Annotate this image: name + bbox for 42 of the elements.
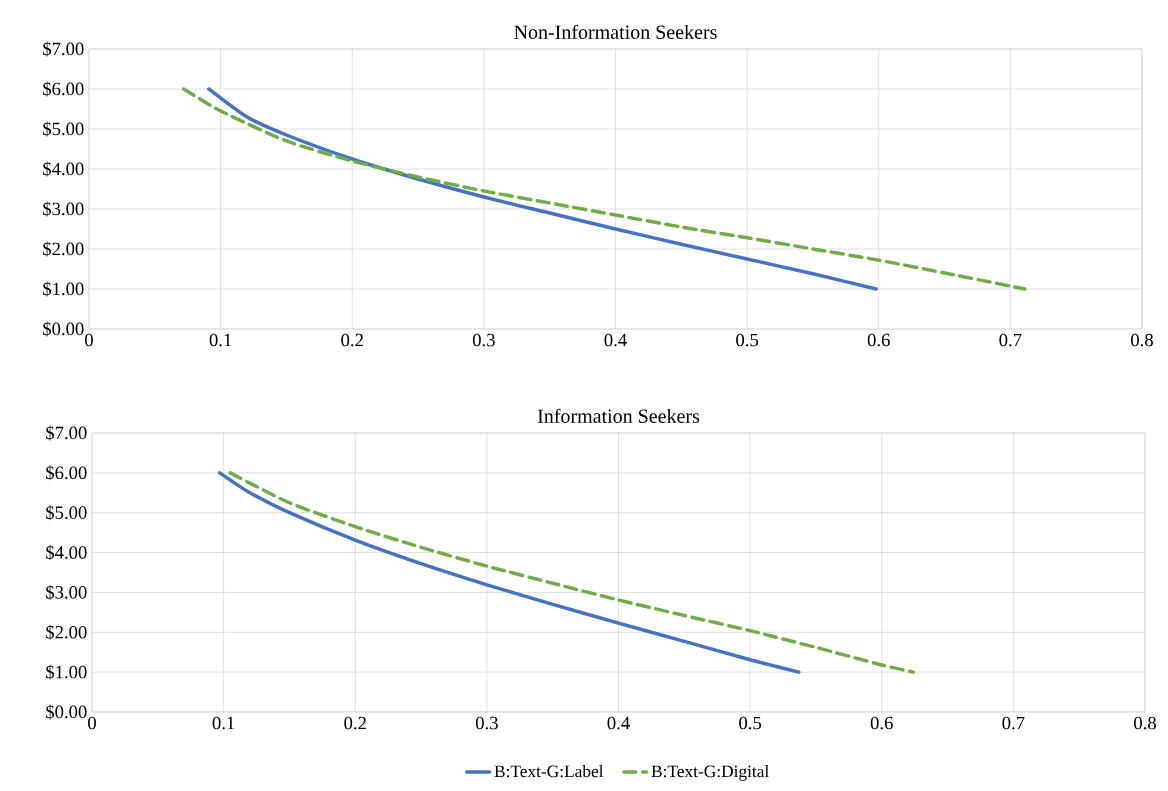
x-tick-label: 0 <box>88 716 96 730</box>
y-tick-label: $7.00 <box>46 425 87 441</box>
x-tick-label: 0 <box>85 333 93 347</box>
line-series <box>217 471 801 674</box>
y-tick-label: $0.00 <box>46 704 87 720</box>
x-tick-label: 0.3 <box>475 716 498 730</box>
line-series <box>207 87 878 291</box>
line-series <box>228 471 916 674</box>
x-tick-label: 0.4 <box>607 716 630 730</box>
x-tick-label: 0.7 <box>999 333 1022 347</box>
y-tick-label: $5.00 <box>46 505 87 521</box>
x-tick-label: 0.3 <box>472 333 495 347</box>
chart-title: Information Seekers <box>537 408 700 423</box>
y-tick-label: $3.00 <box>46 584 87 600</box>
x-tick-label: 0.1 <box>209 333 232 347</box>
y-tick-label: $3.00 <box>43 201 84 217</box>
y-tick-label: $2.00 <box>46 624 87 640</box>
y-tick-label: $2.00 <box>43 241 84 257</box>
chart-title: Non-Information Seekers <box>514 24 717 39</box>
y-tick-label: $4.00 <box>43 161 84 177</box>
x-tick-label: 0.7 <box>1002 716 1025 730</box>
x-tick-label: 0.6 <box>867 333 890 347</box>
x-tick-label: 0.8 <box>1131 333 1153 347</box>
y-tick-label: $1.00 <box>43 281 84 297</box>
x-tick-label: 0.4 <box>604 333 627 347</box>
y-tick-label: $7.00 <box>43 41 84 57</box>
x-tick-label: 0.5 <box>739 716 762 730</box>
y-tick-label: $6.00 <box>43 81 84 97</box>
x-tick-label: 0.5 <box>736 333 759 347</box>
x-tick-label: 0.8 <box>1134 716 1156 730</box>
x-tick-label: 0.2 <box>341 333 363 347</box>
y-tick-label: $4.00 <box>46 545 87 561</box>
x-tick-label: 0.2 <box>344 716 366 730</box>
y-tick-label: $5.00 <box>43 121 84 137</box>
x-tick-label: 0.1 <box>212 716 235 730</box>
legend-label: B:Text-G:Digital <box>651 765 769 781</box>
y-tick-label: $6.00 <box>46 465 87 481</box>
legend-label: B:Text-G:Label <box>494 765 604 778</box>
y-tick-label: $0.00 <box>43 321 84 337</box>
line-series <box>182 87 1027 291</box>
x-tick-label: 0.6 <box>870 716 893 730</box>
y-tick-label: $1.00 <box>46 664 87 680</box>
